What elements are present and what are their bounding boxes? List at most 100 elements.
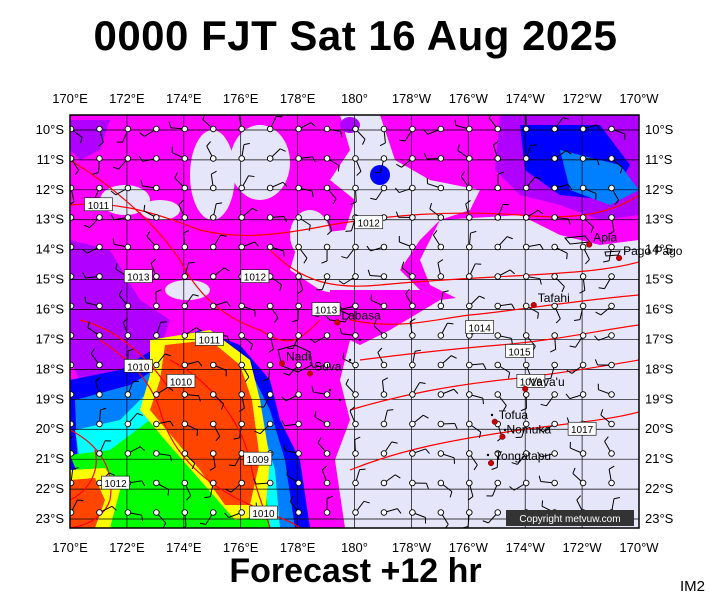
- place-dot: [488, 460, 495, 467]
- wind-barb: [70, 302, 75, 310]
- isobar-labels: 1011 1012 1012 1013 1013 1014 1015 1016 1017 1011…: [84, 197, 597, 520]
- wind-barb: [70, 332, 75, 339]
- wind-barb: [494, 269, 515, 280]
- wind-barb: [395, 211, 416, 221]
- wind-barb: [70, 499, 84, 516]
- intense-rain-northeast: [560, 150, 639, 205]
- wind-barb: [139, 125, 160, 137]
- place-nomuka: Nomuka: [499, 423, 551, 440]
- wind-barb: [522, 243, 544, 251]
- wind-barb: [309, 361, 331, 369]
- copyright-text: Copyright metvuw.com: [519, 514, 620, 525]
- wind-barb: [238, 302, 256, 317]
- wind-barb: [345, 378, 359, 398]
- longitude-label: 170°E: [52, 91, 88, 106]
- isobar-label: 1012: [354, 215, 384, 230]
- longitude-label: 172°E: [109, 540, 145, 555]
- isobar-label: 1015: [505, 344, 534, 358]
- wind-barb: [122, 318, 132, 339]
- latitude-label: 17°S: [36, 331, 65, 346]
- wind-barb: [373, 320, 388, 339]
- wind-barb: [295, 214, 311, 232]
- wind-barb: [153, 353, 171, 369]
- wind-barb: [238, 361, 250, 383]
- wind-barb: [83, 214, 103, 229]
- place-tongatapu: Tongatapu: [488, 449, 551, 467]
- wind-barb: [579, 184, 597, 200]
- wind-barb: [565, 391, 587, 400]
- wind-barb: [466, 361, 487, 370]
- wind-barb: [352, 436, 361, 457]
- place-vava-u: Vava'u: [522, 375, 565, 392]
- wind-barb: [339, 327, 359, 339]
- latitude-label: 16°S: [645, 302, 674, 317]
- longitude-label: 176°E: [223, 91, 259, 106]
- place-dot: [530, 301, 537, 309]
- wind-barb: [181, 391, 201, 402]
- wind-barb: [342, 352, 359, 369]
- wind-barb: [181, 479, 192, 501]
- wind-barb: [437, 355, 457, 369]
- place-name: Tofua: [499, 408, 529, 422]
- wind-barb: [466, 230, 477, 251]
- wind-barb: [238, 391, 245, 412]
- wind-barb: [153, 420, 174, 428]
- isobar-value: 1010: [252, 509, 275, 520]
- isobar-label: 1011: [84, 197, 113, 212]
- wind-barb: [433, 230, 445, 251]
- latitude-label: 16°S: [36, 302, 65, 317]
- wind-barb: [511, 450, 530, 465]
- wind-barb: [199, 509, 217, 525]
- wind-barb: [522, 144, 537, 162]
- latitude-label: 23°S: [645, 511, 674, 526]
- isobar-label: 1009: [243, 451, 273, 466]
- wind-barb: [70, 361, 75, 369]
- wind-barb: [423, 125, 445, 135]
- wind-barb: [238, 241, 260, 251]
- wind-barb: [178, 200, 189, 221]
- latitude-label: 18°S: [645, 361, 674, 376]
- wind-barb: [460, 171, 473, 192]
- wind-barb: [70, 467, 79, 487]
- place-name: Labasa: [341, 308, 381, 322]
- wind-barb: [366, 243, 388, 252]
- isobar-label: 1012: [101, 475, 130, 490]
- wind-barb: [352, 125, 366, 145]
- small-island: [486, 453, 490, 457]
- wind-barb: [551, 243, 568, 260]
- wind-barb: [537, 450, 558, 458]
- wind-barb: [466, 450, 478, 471]
- isobar-label: 1012: [240, 269, 270, 284]
- wind-barb: [494, 171, 505, 192]
- latitude-label: 23°S: [36, 511, 65, 526]
- place-labasa: Labasa: [334, 308, 381, 326]
- isobar-1012-south: [70, 429, 112, 528]
- isobar-label: 1013: [311, 302, 341, 317]
- wind-barb: [409, 479, 429, 490]
- wind-barb: [124, 509, 144, 522]
- wind-barb: [494, 361, 511, 379]
- longitude-label: 170°W: [619, 91, 659, 106]
- wind-barb: [209, 170, 217, 192]
- longitude-label: 176°E: [223, 540, 259, 555]
- wind-barb: [266, 332, 275, 353]
- longitude-label: 170°W: [619, 540, 659, 555]
- heavy-rain-west: [70, 240, 170, 380]
- wind-barb: [209, 361, 227, 377]
- wind-barb: [292, 302, 302, 323]
- wind-barb: [168, 121, 189, 133]
- isobar-value: 1011: [199, 335, 221, 346]
- wind-barb: [295, 155, 316, 163]
- small-island: [328, 388, 332, 392]
- wind-barb: [409, 318, 416, 339]
- wind-barb: [153, 450, 173, 462]
- wind-barb: [266, 243, 285, 257]
- wind-barb: [138, 155, 160, 162]
- rain-gap-hole-2: [140, 200, 180, 220]
- wind-barb: [538, 475, 558, 487]
- wind-barb: [551, 117, 569, 133]
- wind-barb: [572, 467, 587, 487]
- wind-barb: [466, 420, 482, 438]
- wind-barb: [352, 500, 370, 516]
